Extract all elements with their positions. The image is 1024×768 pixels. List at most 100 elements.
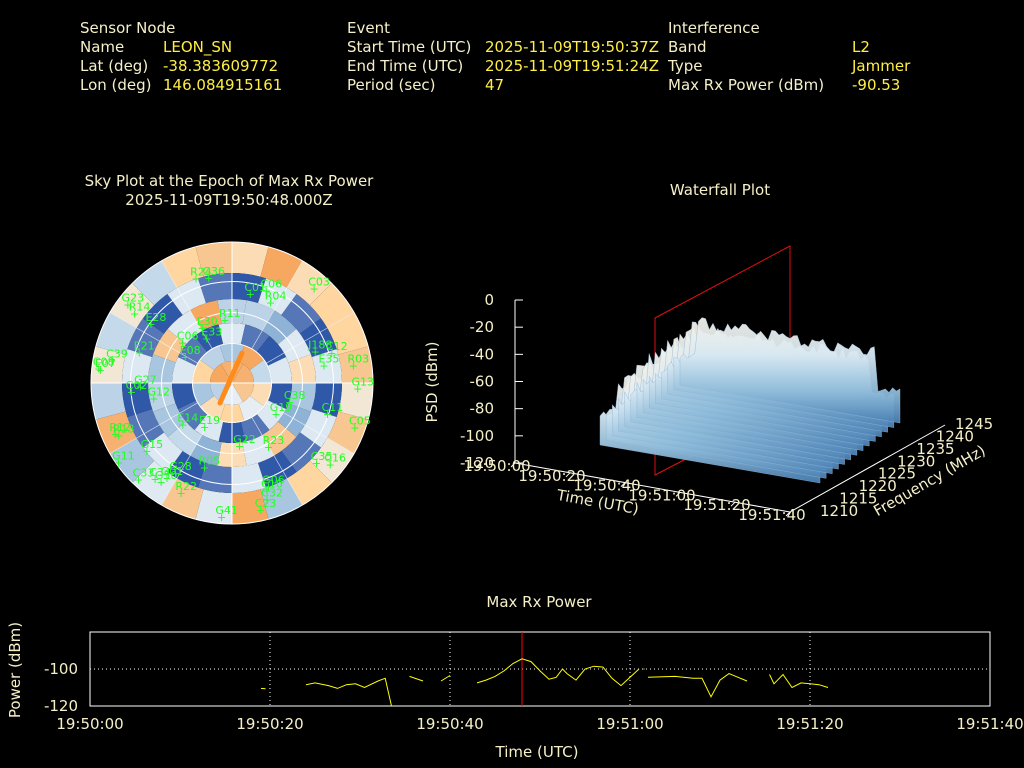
sky-cell [249,383,272,407]
sky-cell [143,294,183,334]
event-info: Event Start Time (UTC) 2025-11-09T19:50:3… [347,19,667,95]
sky-cell [153,329,187,363]
waterfall-freq-tick-label: 1235 [916,440,954,458]
sky-satellite-label: R04 [265,290,287,303]
sky-satellite-label: G23 [122,292,145,305]
sky-satellite-label: G12 [148,385,171,398]
sky-satellite-label: G36 [202,265,225,278]
sky-cell [122,349,153,383]
sensor-lat-value: -38.383609772 [163,57,279,75]
interference-band-row: Band L2 [668,38,968,57]
sky-cell [210,363,232,383]
event-title: Event [347,19,390,37]
sky-cell [199,344,226,371]
sky-azimuth-line [161,417,213,506]
sky-cell [198,273,232,304]
sky-cell [177,336,208,366]
sky-satellite-plus: + [350,421,359,434]
sky-satellite-plus: + [177,487,186,500]
sky-cell [232,273,266,304]
waterfall-time-axis [514,462,791,513]
interference-type-label: Type [668,57,703,75]
waterfall-time-tick [620,482,626,487]
sky-cell [256,400,287,430]
interference-power-value: -90.53 [852,76,901,94]
event-period-label: Period (sec) [347,76,436,94]
sky-cell [148,354,176,383]
waterfall-freq-tick-label: 1220 [859,477,897,495]
sky-cell [268,383,292,410]
event-period-row: Period (sec) 47 [347,76,667,95]
sky-satellite-label: E33 [201,326,222,339]
power-chart-x-tick-label: 19:50:40 [416,715,483,733]
waterfall-freq-tick-label: 1230 [897,452,935,470]
sky-satellite-label: R24 [190,265,212,278]
waterfall-freq-tick-label: 1210 [820,502,858,520]
sky-satellite-label: E21 [134,340,155,353]
waterfall-time-tick-label: 19:51:00 [628,486,695,504]
interference-power-label: Max Rx Power (dBm) [668,76,825,94]
sky-cell [232,383,254,403]
event-end-value: 2025-11-09T19:51:24Z [485,57,659,75]
sky-satellite-label: G19 [270,401,293,414]
sky-satellite-label: C03 [308,275,330,288]
sky-satellite-label: R11 [219,307,241,320]
sky-satellite-plus: + [264,441,273,454]
sky-plot: +G11+C38+R03+J188+E21+C33+R24+C11+C10+G1… [90,241,374,525]
sky-satellite-label: C38 [284,389,306,402]
sky-cell [260,478,303,520]
sky-satellite-label: C02 [126,379,148,392]
sky-satellite-label: C35 [311,450,333,463]
sky-satellite-label: J188 [307,338,332,351]
waterfall-title: Waterfall Plot [670,181,770,199]
sensor-node-title: Sensor Node [80,19,176,37]
sky-satellite-label: G13 [351,376,374,389]
sky-cell [198,462,232,493]
sky-satellite-label: E19 [199,414,220,427]
sky-satellite-plus: + [171,467,180,480]
sky-satellite-label: C33 [133,467,155,480]
sky-cell [327,411,369,454]
interference-info: Interference Band L2 Type Jammer Max Rx Po… [668,19,968,95]
sky-cell [268,356,292,383]
sky-cell [194,414,224,442]
sky-satellite-plus: + [200,462,209,475]
waterfall-time-tick-label: 19:50:40 [573,477,640,495]
power-chart-title: Max Rx Power [486,593,592,611]
sky-satellite-plus: + [202,333,211,346]
sky-azimuth-line [109,312,198,364]
sky-cell [249,359,272,383]
sky-satellite-plus: + [178,336,187,349]
sky-cell [262,421,297,456]
waterfall-time-tick [565,472,571,478]
sky-satellite-label: E30 [197,315,218,328]
power-chart-y-tick-label: -100 [44,660,78,678]
event-start-row: Start Time (UTC) 2025-11-09T19:50:37Z [347,38,667,57]
sky-satellite-plus: + [96,364,105,377]
interference-band-value: L2 [852,38,870,56]
sky-satellite-plus: + [178,418,187,431]
waterfall-time-tick [510,462,516,468]
power-chart-series-line [440,675,451,682]
sky-azimuth-line [109,402,198,454]
waterfall-z-tick-label: -80 [470,400,495,418]
sky-azimuth-line [161,260,213,349]
sky-satellite-plus: + [191,272,200,285]
sky-cell [91,346,126,383]
sky-satellite-plus: + [181,351,190,364]
sky-cell [238,395,265,422]
sky-cell [195,489,232,524]
power-chart-x-tick-label: 19:51:00 [596,715,663,733]
sky-satellite-plus: + [217,511,226,524]
power-chart-x-tick-label: 19:51:40 [956,715,1023,733]
event-end-row: End Time (UTC) 2025-11-09T19:51:24Z [347,57,667,76]
sky-satellite-plus: + [235,440,244,453]
sky-cell [277,329,311,363]
sky-satellite-plus: + [262,284,271,297]
sky-satellite-label: C16 [324,451,346,464]
power-chart-x-tick-label: 19:50:00 [56,715,123,733]
sky-cell [95,312,137,355]
sky-satellite-plus: + [127,386,136,399]
